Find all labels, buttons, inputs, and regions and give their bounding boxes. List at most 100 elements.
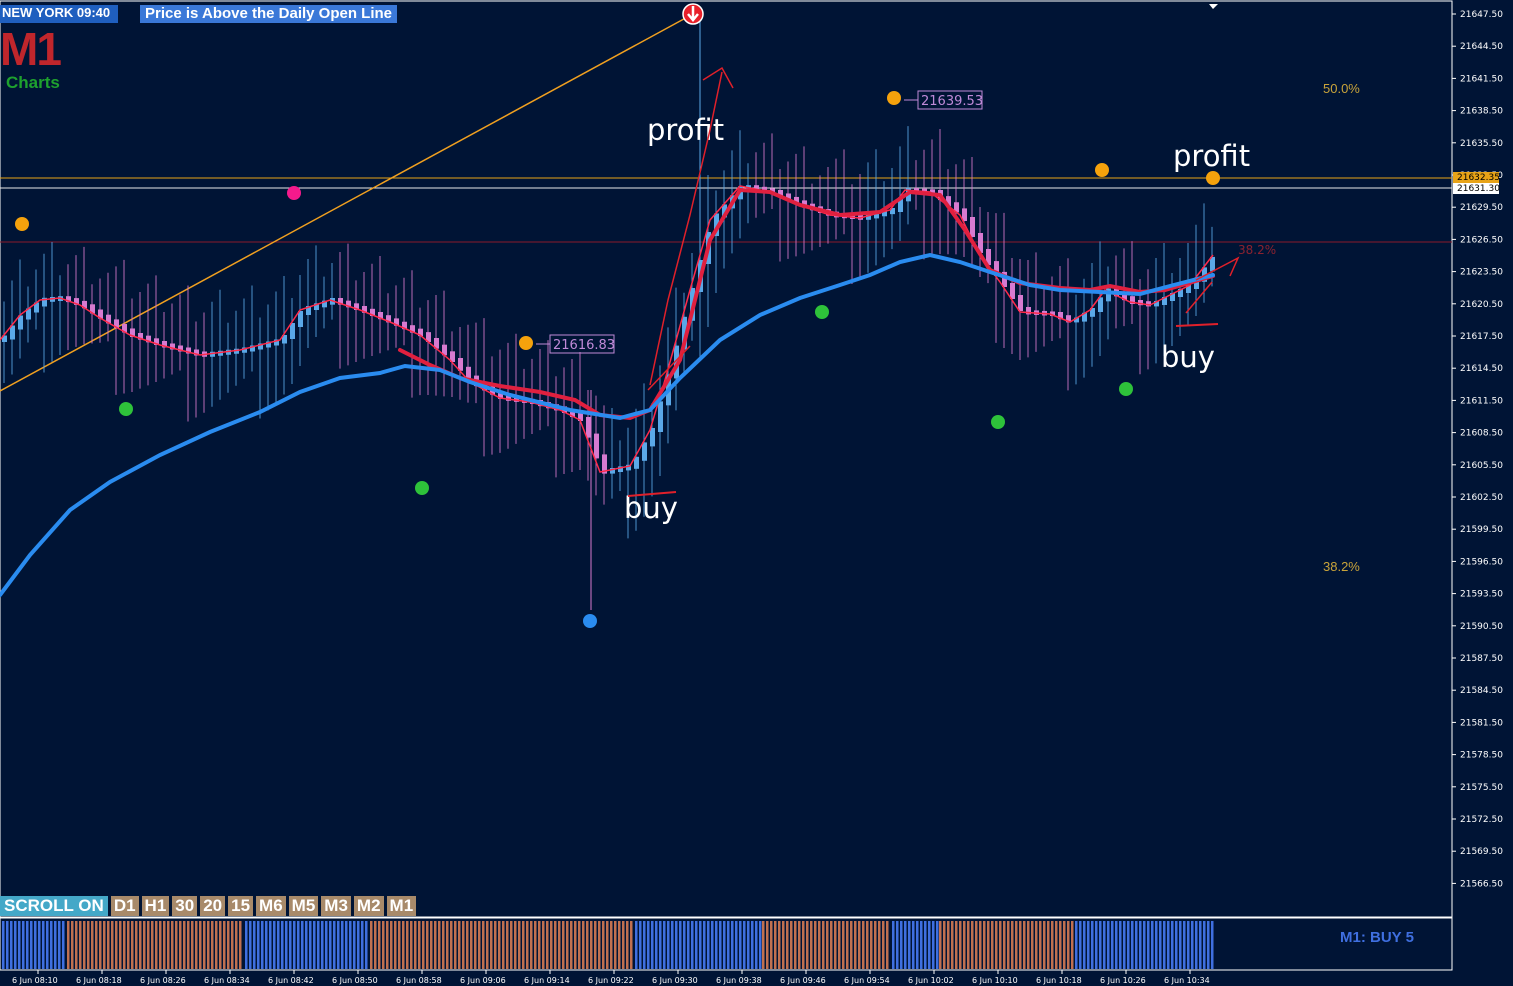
blue-dot bbox=[583, 614, 597, 628]
session-bar bbox=[466, 921, 469, 969]
hand-drawn-arrowhead bbox=[702, 66, 734, 89]
session-bar bbox=[943, 921, 946, 969]
session-bar bbox=[333, 921, 336, 969]
session-bar bbox=[305, 921, 308, 969]
timeframe-20-button[interactable]: 20 bbox=[200, 896, 226, 916]
session-bar bbox=[353, 921, 356, 969]
session-bar bbox=[1143, 921, 1146, 969]
candle-body bbox=[650, 428, 655, 447]
timeframe-15-button[interactable]: 15 bbox=[228, 896, 254, 916]
session-bar bbox=[293, 921, 296, 969]
session-bar bbox=[667, 921, 670, 969]
timeframe-d1-button[interactable]: D1 bbox=[110, 896, 139, 916]
session-bar bbox=[422, 921, 425, 969]
session-bar bbox=[1159, 921, 1162, 969]
timeframe-m6-button[interactable]: M6 bbox=[256, 896, 286, 916]
candle-body bbox=[66, 296, 71, 303]
session-bar bbox=[959, 921, 962, 969]
candle-body bbox=[970, 217, 975, 237]
shift-marker-icon bbox=[1209, 4, 1218, 9]
session-bar bbox=[518, 921, 521, 969]
session-bar bbox=[896, 921, 899, 969]
candle-body bbox=[1098, 297, 1103, 312]
timeframe-30-button[interactable]: 30 bbox=[172, 896, 198, 916]
session-bar bbox=[273, 921, 276, 969]
fib-level-faint: 38.2% bbox=[1238, 243, 1276, 257]
timeframe-h1-button[interactable]: H1 bbox=[141, 896, 170, 916]
candle-body bbox=[866, 214, 871, 220]
session-bar bbox=[58, 921, 61, 969]
session-bar bbox=[91, 921, 94, 969]
session-bar bbox=[630, 921, 633, 969]
price-tick-label: 21608.50 bbox=[1460, 429, 1503, 439]
logo-main: M1 bbox=[0, 23, 62, 75]
time-tick-label: 6 Jun 09:46 bbox=[780, 976, 826, 985]
session-bar bbox=[1115, 921, 1118, 969]
session-bar bbox=[924, 921, 927, 969]
candle-body bbox=[306, 306, 311, 315]
session-bar bbox=[426, 921, 429, 969]
candle-body bbox=[178, 345, 183, 352]
candle-body bbox=[1090, 308, 1095, 317]
session-bar bbox=[42, 921, 45, 969]
session-bar bbox=[755, 921, 758, 969]
session-bar bbox=[1147, 921, 1150, 969]
candle-body bbox=[34, 302, 39, 313]
timeframe-m1-button[interactable]: M1 bbox=[386, 896, 417, 916]
session-bar bbox=[171, 921, 174, 969]
session-bar bbox=[826, 921, 829, 969]
session-bar bbox=[727, 921, 730, 969]
timeframe-m3-button[interactable]: M3 bbox=[321, 896, 351, 916]
session-bar bbox=[1019, 921, 1022, 969]
session-bar bbox=[18, 921, 21, 969]
time-tick-label: 6 Jun 10:18 bbox=[1036, 976, 1082, 985]
candle-body bbox=[282, 335, 287, 344]
candle-body bbox=[122, 323, 127, 333]
price-tick-label: 21569.50 bbox=[1460, 847, 1503, 857]
session-bar bbox=[1191, 921, 1194, 969]
session-bar bbox=[309, 921, 312, 969]
session-bar bbox=[6, 921, 9, 969]
candle-body bbox=[74, 298, 79, 305]
session-bar bbox=[1043, 921, 1046, 969]
session-bar bbox=[610, 921, 613, 969]
session-bar bbox=[916, 921, 919, 969]
candle-body bbox=[578, 413, 583, 421]
price-tick-label: 21629.50 bbox=[1460, 203, 1503, 213]
candle-body bbox=[370, 308, 375, 316]
session-bar bbox=[14, 921, 17, 969]
session-bar bbox=[167, 921, 170, 969]
time-tick-label: 6 Jun 08:58 bbox=[396, 976, 442, 985]
timeframe-m2-button[interactable]: M2 bbox=[353, 896, 384, 916]
candle-body bbox=[402, 321, 407, 330]
price-tick-label: 21626.50 bbox=[1460, 235, 1503, 245]
session-bar bbox=[75, 921, 78, 969]
candle-body bbox=[642, 442, 647, 461]
orange-dot bbox=[1206, 171, 1220, 185]
session-bar bbox=[22, 921, 25, 969]
session-bar bbox=[1063, 921, 1066, 969]
session-bar bbox=[1207, 921, 1210, 969]
scroll-toggle-button[interactable]: SCROLL ON bbox=[0, 896, 108, 916]
time-tick-label: 6 Jun 10:34 bbox=[1164, 976, 1210, 985]
session-bar bbox=[842, 921, 845, 969]
timeframe-m5-button[interactable]: M5 bbox=[288, 896, 319, 916]
session-bar bbox=[1183, 921, 1186, 969]
candle-body bbox=[794, 196, 799, 205]
green-dot bbox=[119, 402, 133, 416]
time-tick-label: 6 Jun 10:02 bbox=[908, 976, 954, 985]
session-bar bbox=[1051, 921, 1054, 969]
session-bar bbox=[301, 921, 304, 969]
candle-body bbox=[362, 306, 367, 313]
session-bar bbox=[321, 921, 324, 969]
session-bar bbox=[622, 921, 625, 969]
candle-body bbox=[458, 358, 463, 371]
time-tick-label: 6 Jun 10:26 bbox=[1100, 976, 1146, 985]
price-label-2: 21639.53 bbox=[921, 94, 983, 109]
session-bar bbox=[235, 921, 238, 969]
session-bar bbox=[1135, 921, 1138, 969]
green-dot bbox=[1119, 382, 1133, 396]
orange-dot bbox=[887, 91, 901, 105]
candle-body bbox=[1002, 271, 1007, 287]
